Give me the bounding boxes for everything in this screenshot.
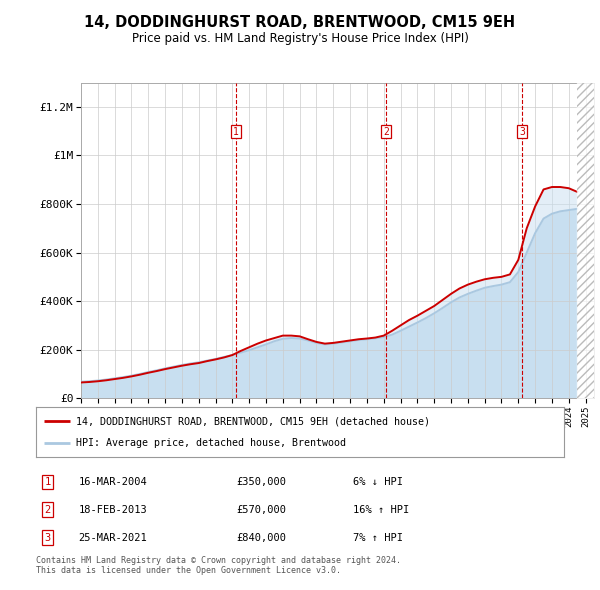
Text: HPI: Average price, detached house, Brentwood: HPI: Average price, detached house, Bren… bbox=[76, 438, 346, 448]
Text: £840,000: £840,000 bbox=[236, 533, 287, 543]
Text: 2: 2 bbox=[383, 126, 389, 136]
Text: 3: 3 bbox=[519, 126, 525, 136]
Text: Contains HM Land Registry data © Crown copyright and database right 2024.: Contains HM Land Registry data © Crown c… bbox=[36, 556, 401, 565]
Text: £570,000: £570,000 bbox=[236, 504, 287, 514]
Text: 14, DODDINGHURST ROAD, BRENTWOOD, CM15 9EH (detached house): 14, DODDINGHURST ROAD, BRENTWOOD, CM15 9… bbox=[76, 416, 430, 426]
Text: £350,000: £350,000 bbox=[236, 477, 287, 487]
Text: 18-FEB-2013: 18-FEB-2013 bbox=[78, 504, 147, 514]
Text: 1: 1 bbox=[233, 126, 239, 136]
Text: 3: 3 bbox=[44, 533, 51, 543]
Text: This data is licensed under the Open Government Licence v3.0.: This data is licensed under the Open Gov… bbox=[36, 566, 341, 575]
Text: 2: 2 bbox=[44, 504, 51, 514]
Text: Price paid vs. HM Land Registry's House Price Index (HPI): Price paid vs. HM Land Registry's House … bbox=[131, 32, 469, 45]
Text: 7% ↑ HPI: 7% ↑ HPI bbox=[353, 533, 403, 543]
Text: 6% ↓ HPI: 6% ↓ HPI bbox=[353, 477, 403, 487]
Text: 25-MAR-2021: 25-MAR-2021 bbox=[78, 533, 147, 543]
Text: 16-MAR-2004: 16-MAR-2004 bbox=[78, 477, 147, 487]
Text: 1: 1 bbox=[44, 477, 51, 487]
Text: 14, DODDINGHURST ROAD, BRENTWOOD, CM15 9EH: 14, DODDINGHURST ROAD, BRENTWOOD, CM15 9… bbox=[85, 15, 515, 30]
Text: 16% ↑ HPI: 16% ↑ HPI bbox=[353, 504, 409, 514]
